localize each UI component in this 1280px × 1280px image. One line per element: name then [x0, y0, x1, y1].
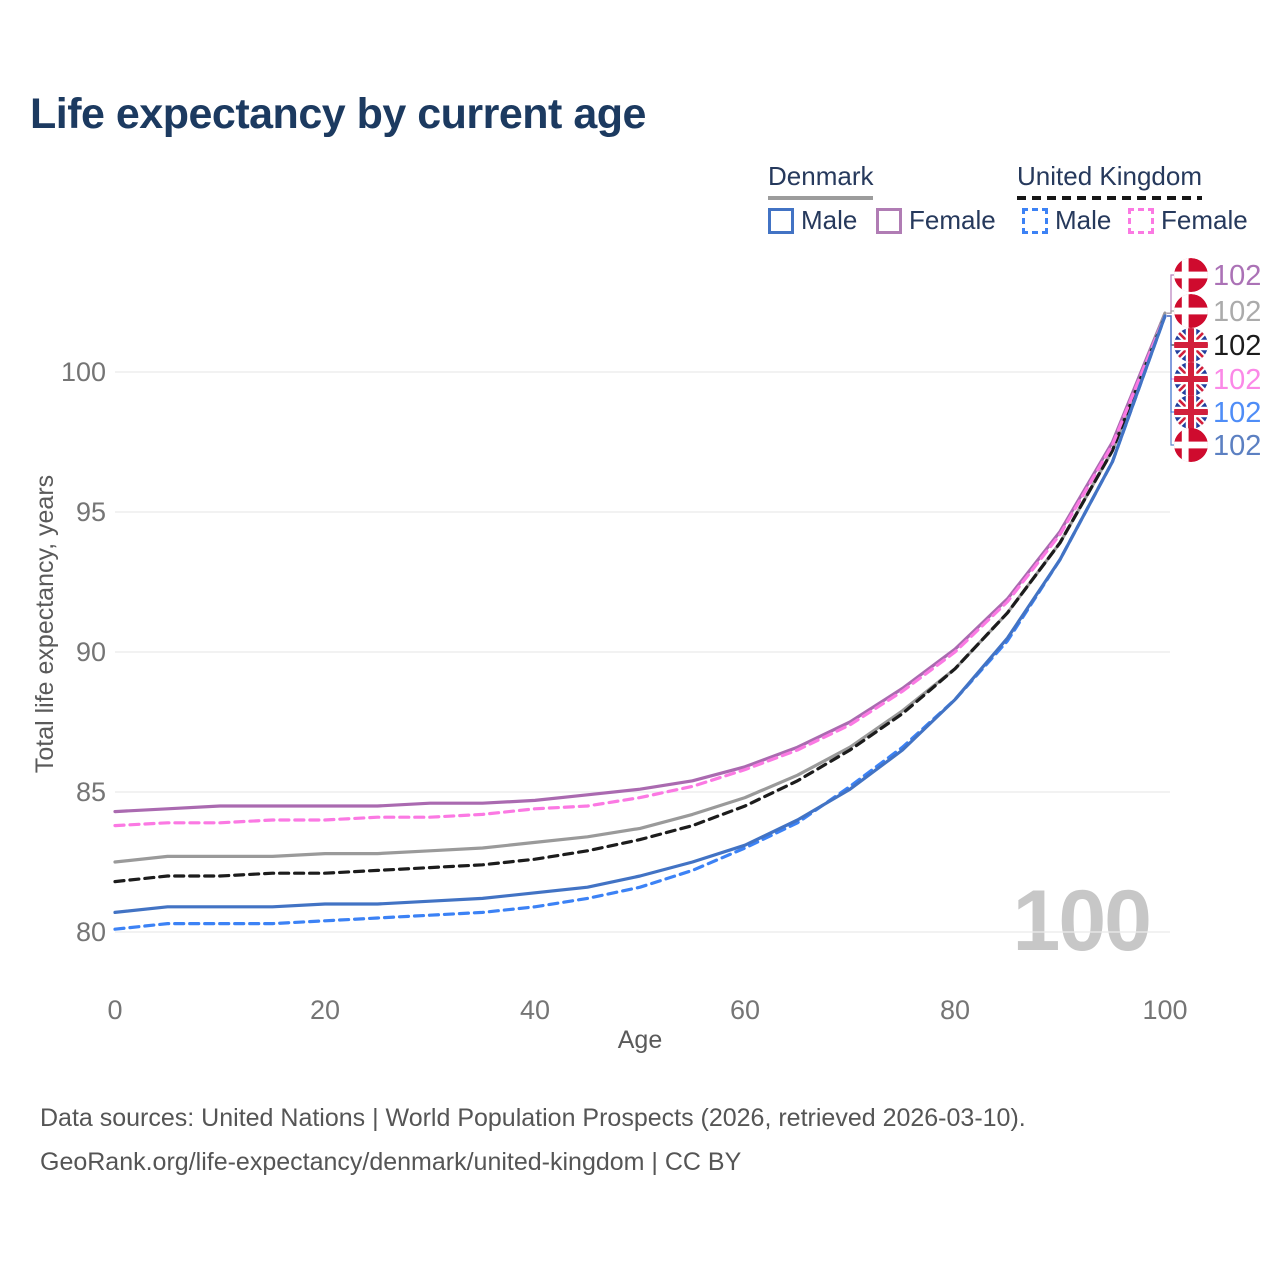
x-tick-label: 100 [1142, 995, 1187, 1025]
y-tick-label: 85 [76, 777, 106, 807]
end-value-label-uk-female: 102 [1213, 364, 1261, 396]
flag-uk-icon [1174, 328, 1208, 362]
legend-country-denmark-label: Denmark [768, 161, 874, 191]
end-value-label-denmark-female: 102 [1213, 260, 1261, 292]
end-value-label-denmark-all: 102 [1213, 296, 1261, 328]
legend-country-united-kingdom[interactable]: United Kingdom [1017, 161, 1202, 200]
leader-line-uk-male [1167, 315, 1177, 413]
series-line-uk-female[interactable] [113, 314, 1167, 828]
end-value-label-uk-male: 102 [1213, 397, 1261, 429]
y-tick-label: 95 [76, 497, 106, 527]
legend-item-denmark-female[interactable]: Female [876, 205, 996, 236]
footer: Data sources: United Nations | World Pop… [40, 1104, 1026, 1192]
x-tick-label: 20 [310, 995, 340, 1025]
x-tick-label: 80 [940, 995, 970, 1025]
end-value-label-uk-all: 102 [1213, 330, 1261, 362]
flag-uk-icon [1174, 362, 1208, 396]
flag-dk-icon [1174, 258, 1208, 292]
uk-female-label: Female [1161, 205, 1248, 235]
x-tick-label: 40 [520, 995, 550, 1025]
flag-dk-icon [1174, 294, 1208, 328]
denmark-male-swatch [768, 207, 794, 234]
denmark-line-style-swatch [768, 196, 874, 200]
legend-country-uk-label: United Kingdom [1017, 161, 1202, 191]
footer-attribution-line: GeoRank.org/life-expectancy/denmark/unit… [40, 1148, 742, 1176]
legend-country-denmark[interactable]: Denmark [768, 161, 874, 200]
x-tick-label: 0 [107, 995, 122, 1025]
legend-item-uk-female[interactable]: Female [1128, 205, 1248, 236]
page-title: Life expectancy by current age [30, 90, 646, 138]
denmark-female-swatch [876, 207, 902, 234]
series-line-denmark-female[interactable] [113, 311, 1167, 814]
x-axis-title: Age [618, 1026, 662, 1054]
flag-dk-icon [1174, 428, 1208, 462]
legend-item-uk-male[interactable]: Male [1022, 205, 1111, 236]
uk-female-swatch [1128, 207, 1154, 234]
series-line-denmark-male[interactable] [113, 314, 1167, 914]
watermark-age-label: 100 [1013, 873, 1151, 969]
united-kingdom-line-style-swatch [1017, 196, 1202, 200]
series-line-uk-all[interactable] [113, 314, 1167, 884]
y-tick-label: 100 [61, 357, 106, 387]
denmark-male-label: Male [801, 205, 858, 235]
y-axis-title: Total life expectancy, years [31, 475, 59, 773]
uk-male-swatch [1022, 207, 1048, 234]
series-line-uk-male[interactable] [113, 314, 1167, 931]
denmark-female-label: Female [909, 205, 996, 235]
end-value-label-denmark-male: 102 [1213, 430, 1261, 462]
legend-item-denmark-male[interactable]: Male [768, 205, 857, 236]
flag-uk-icon [1174, 395, 1208, 429]
y-tick-label: 90 [76, 637, 106, 667]
y-tick-label: 80 [76, 917, 106, 947]
x-tick-label: 60 [730, 995, 760, 1025]
uk-male-label: Male [1055, 205, 1112, 235]
footer-sources-line: Data sources: United Nations | World Pop… [40, 1104, 1026, 1132]
series-line-denmark-all[interactable] [113, 311, 1167, 864]
